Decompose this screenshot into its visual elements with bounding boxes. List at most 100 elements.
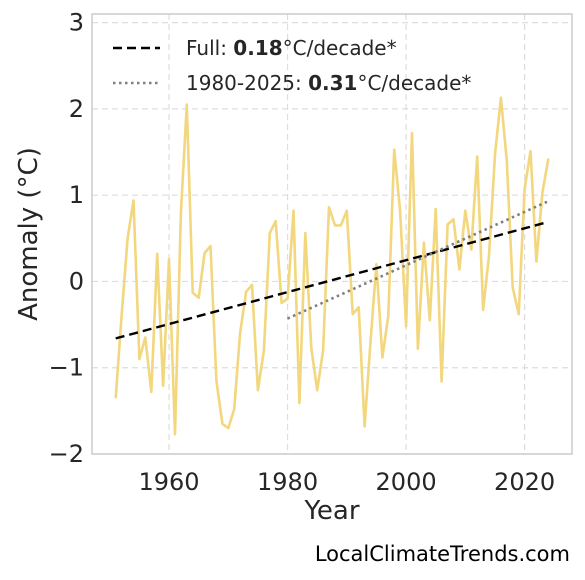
x-axis-label: Year (303, 496, 359, 526)
data-point (393, 148, 396, 151)
data-point (506, 159, 508, 162)
y-axis-ticks: −2 −1 0 1 2 3 (49, 9, 84, 468)
x-tick-label: 2020 (494, 468, 555, 496)
data-point (482, 309, 484, 311)
y-tick-label: 2 (69, 95, 84, 123)
data-point (529, 150, 532, 152)
y-axis-label: Anomaly (°C) (14, 147, 44, 321)
data-point (328, 206, 330, 209)
series-line-0 (114, 96, 550, 436)
legend-recent-suffix: °C/decade* (357, 71, 471, 95)
data-point (257, 389, 259, 391)
data-point (452, 218, 455, 221)
data-point (494, 153, 496, 156)
data-point (268, 232, 271, 234)
data-point (174, 433, 176, 435)
data-point (346, 209, 348, 212)
data-point (523, 188, 526, 190)
y-tick-label: −2 (49, 440, 84, 468)
legend-entry-recent: 1980-2025: 0.31°C/decade* (186, 71, 471, 95)
data-point (541, 191, 544, 194)
data-point (132, 199, 135, 202)
trend-line-full (115, 220, 549, 340)
data-point (363, 425, 366, 428)
data-point (251, 284, 253, 286)
legend-recent-prefix: 1980-2025: (186, 71, 308, 95)
data-point (488, 254, 490, 257)
data-point (286, 297, 289, 300)
data-point (298, 402, 301, 404)
data-point (351, 313, 354, 316)
data-point (458, 268, 461, 271)
data-point (180, 211, 182, 214)
trend-lines (115, 200, 549, 340)
data-point (156, 253, 158, 255)
x-tick-label: 1960 (138, 468, 199, 496)
data-point (322, 349, 324, 352)
data-point (387, 315, 390, 317)
x-axis-ticks: 1960 1980 2000 2020 (138, 468, 555, 496)
data-point (417, 347, 419, 350)
data-point (500, 96, 502, 99)
data-point (369, 341, 372, 343)
data-point (263, 349, 265, 352)
legend-entry-full: Full: 0.18°C/decade* (186, 36, 397, 60)
data-point (227, 427, 230, 429)
data-point (203, 252, 206, 254)
data-point (191, 291, 194, 294)
y-tick-label: 0 (69, 267, 84, 295)
data-point (316, 389, 318, 391)
data-point (375, 263, 378, 265)
data-point (126, 237, 129, 240)
data-point (535, 260, 538, 263)
data-point (292, 209, 295, 212)
y-tick-label: 3 (69, 9, 84, 37)
data-point (405, 325, 407, 328)
data-point (215, 379, 218, 382)
y-tick-label: 1 (69, 181, 84, 209)
x-tick-label: 2000 (376, 468, 437, 496)
data-point (274, 220, 277, 222)
data-point (547, 158, 550, 160)
data-point (470, 248, 473, 251)
data-point (411, 132, 413, 134)
data-point (304, 232, 307, 234)
site-credit: LocalClimateTrends.com (315, 542, 570, 566)
data-point (168, 258, 170, 260)
data-point (381, 356, 384, 359)
data-point (399, 209, 401, 212)
plot-frame (91, 13, 573, 455)
legend-full-value: 0.18 (233, 36, 282, 60)
data-point (280, 302, 283, 304)
data-point (428, 319, 431, 322)
data-point (144, 336, 147, 339)
series-layer (114, 96, 550, 436)
legend: Full: 0.18°C/decade* 1980-2025: 0.31°C/d… (113, 36, 471, 95)
data-point (197, 297, 200, 299)
data-point (446, 223, 449, 226)
data-point (511, 286, 514, 289)
data-point (310, 347, 313, 349)
data-point (150, 391, 153, 393)
data-point (334, 224, 336, 227)
y-tick-label: −1 (49, 354, 84, 382)
data-point (245, 291, 247, 293)
data-point (138, 358, 141, 360)
data-point (221, 423, 224, 425)
data-point (233, 408, 236, 410)
data-point (114, 397, 117, 399)
data-point (340, 224, 342, 227)
x-tick-label: 1980 (257, 468, 318, 496)
data-point (186, 103, 188, 106)
data-point (120, 315, 123, 317)
legend-recent-value: 0.31 (308, 71, 357, 95)
data-point (517, 313, 520, 316)
legend-full-suffix: °C/decade* (283, 36, 397, 60)
data-point (440, 380, 443, 383)
data-point (434, 208, 437, 210)
data-point (476, 155, 478, 158)
data-point (423, 241, 425, 244)
data-point (357, 306, 360, 309)
data-point (209, 245, 212, 247)
